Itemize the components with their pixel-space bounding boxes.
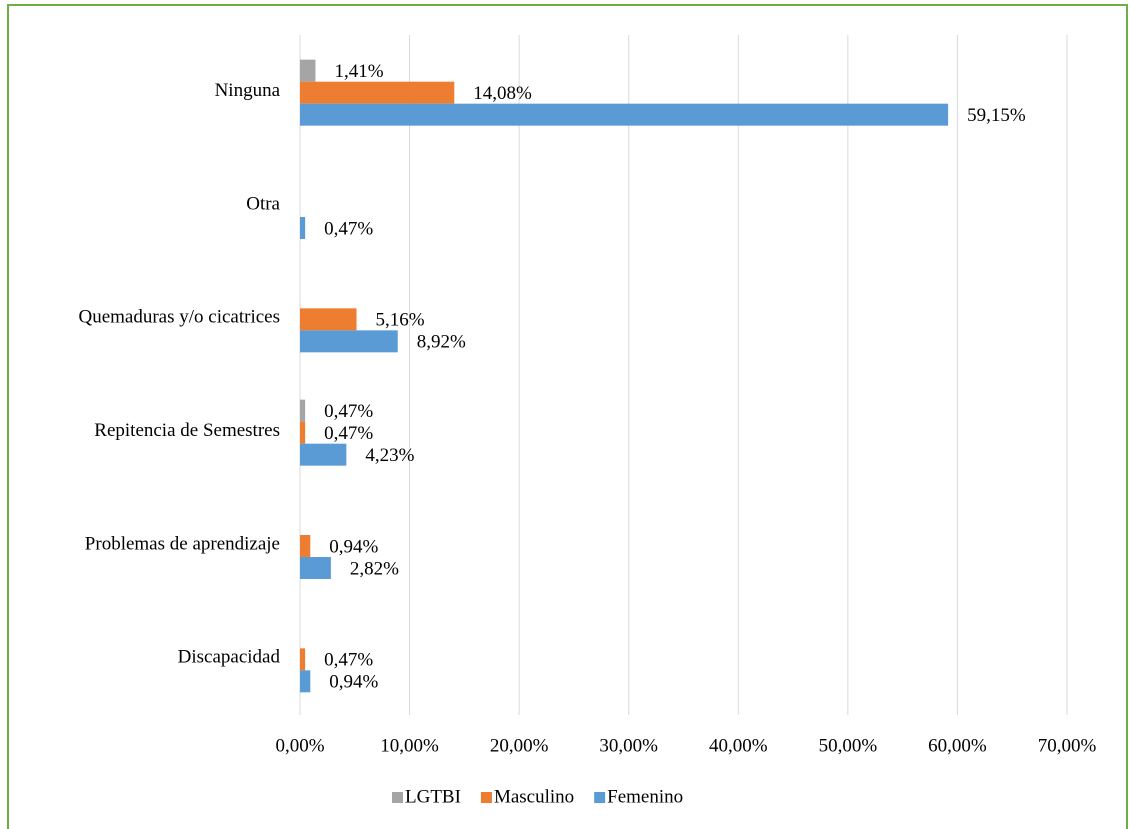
- x-tick-label: 40,00%: [709, 735, 768, 756]
- x-tick-label: 60,00%: [928, 735, 987, 756]
- data-label: 1,41%: [334, 61, 383, 82]
- data-label: 5,16%: [376, 310, 425, 331]
- data-label: 14,08%: [473, 83, 532, 104]
- x-tick-label: 30,00%: [599, 735, 658, 756]
- frame: [7, 4, 1128, 829]
- bar: [300, 670, 311, 693]
- data-label: 8,92%: [417, 332, 466, 353]
- bar: [300, 308, 357, 331]
- data-label: 0,47%: [324, 650, 373, 671]
- bar: [300, 330, 398, 353]
- legend-label: Femenino: [607, 786, 683, 807]
- legend-label: Masculino: [494, 786, 574, 807]
- data-label: 0,47%: [324, 423, 373, 444]
- x-tick-label: 20,00%: [490, 735, 549, 756]
- legend-swatch: [480, 792, 492, 803]
- legend-label: LGTBI: [405, 786, 461, 807]
- bar: [300, 443, 347, 466]
- y-tick-label: Quemaduras y/o cicatrices: [78, 307, 280, 328]
- data-label: 0,94%: [329, 672, 378, 693]
- data-label: 4,23%: [365, 445, 414, 466]
- x-tick-label: 50,00%: [819, 735, 878, 756]
- bar: [300, 399, 306, 422]
- bar: [300, 103, 949, 126]
- bar: [300, 535, 311, 557]
- bar: [300, 217, 306, 239]
- data-label: 0,94%: [329, 536, 378, 557]
- legend-swatch: [594, 792, 606, 803]
- y-tick-label: Ninguna: [215, 80, 281, 101]
- y-tick-label: Otra: [246, 193, 280, 214]
- x-tick-label: 0,00%: [275, 735, 324, 756]
- bar: [300, 648, 306, 671]
- data-label: 59,15%: [967, 105, 1026, 126]
- data-label: 2,82%: [350, 558, 399, 579]
- bar: [300, 421, 306, 444]
- x-tick-label: 10,00%: [380, 735, 439, 756]
- bar: [300, 557, 331, 579]
- x-tick-label: 70,00%: [1038, 735, 1097, 756]
- y-tick-label: Discapacidad: [178, 647, 281, 668]
- y-tick-label: Problemas de aprendizaje: [85, 533, 280, 554]
- bar: [300, 81, 455, 104]
- legend-swatch: [392, 792, 403, 803]
- data-label: 0,47%: [324, 218, 373, 239]
- data-label: 0,47%: [324, 401, 373, 422]
- y-tick-label: Repitencia de Semestres: [94, 420, 280, 441]
- bar: [300, 59, 316, 82]
